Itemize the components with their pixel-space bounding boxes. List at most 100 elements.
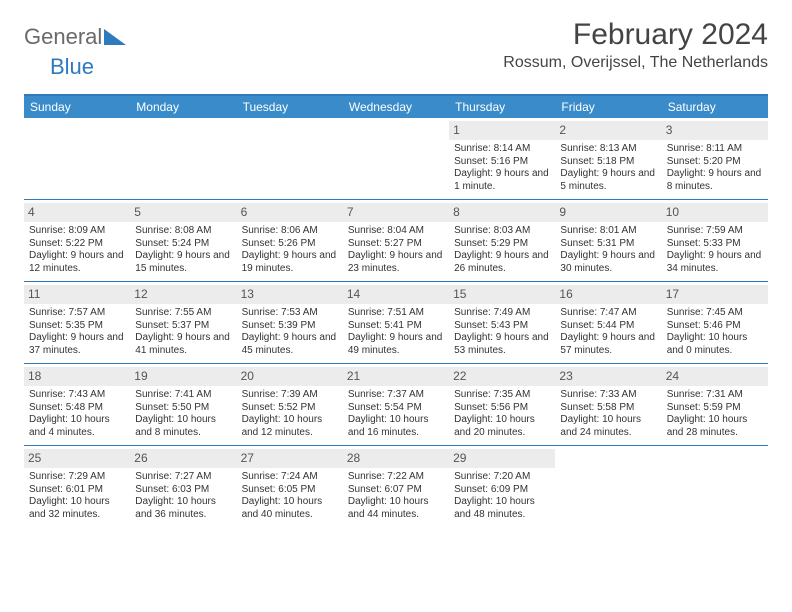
daylight-text: Daylight: 10 hours and 8 minutes. xyxy=(135,414,231,439)
sunset-text: Sunset: 5:52 PM xyxy=(242,402,338,415)
daylight-text: Daylight: 9 hours and 15 minutes. xyxy=(135,250,231,275)
calendar-cell: 12Sunrise: 7:55 AMSunset: 5:37 PMDayligh… xyxy=(130,282,236,364)
sunrise-text: Sunrise: 7:59 AM xyxy=(667,225,763,238)
calendar-cell: 7Sunrise: 8:04 AMSunset: 5:27 PMDaylight… xyxy=(343,200,449,282)
daylight-text: Daylight: 10 hours and 36 minutes. xyxy=(135,496,231,521)
calendar-table: Sunday Monday Tuesday Wednesday Thursday… xyxy=(24,96,768,527)
daylight-text: Daylight: 10 hours and 44 minutes. xyxy=(348,496,444,521)
sunset-text: Sunset: 5:33 PM xyxy=(667,238,763,251)
brand-logo: General xyxy=(24,24,132,50)
calendar-page: General February 2024 Rossum, Overijssel… xyxy=(0,0,792,545)
daylight-text: Daylight: 9 hours and 5 minutes. xyxy=(560,168,656,193)
location-subtitle: Rossum, Overijssel, The Netherlands xyxy=(503,54,768,72)
sunrise-text: Sunrise: 7:35 AM xyxy=(454,389,550,402)
sunset-text: Sunset: 6:07 PM xyxy=(348,484,444,497)
daylight-text: Daylight: 9 hours and 34 minutes. xyxy=(667,250,763,275)
daylight-text: Daylight: 9 hours and 8 minutes. xyxy=(667,168,763,193)
day-number: 18 xyxy=(24,367,130,386)
weekday-sun: Sunday xyxy=(24,96,130,118)
calendar-cell: 25Sunrise: 7:29 AMSunset: 6:01 PMDayligh… xyxy=(24,446,130,528)
day-number: 15 xyxy=(449,285,555,304)
sunset-text: Sunset: 5:27 PM xyxy=(348,238,444,251)
sunset-text: Sunset: 6:01 PM xyxy=(29,484,125,497)
weekday-thu: Thursday xyxy=(449,96,555,118)
calendar-cell: 4Sunrise: 8:09 AMSunset: 5:22 PMDaylight… xyxy=(24,200,130,282)
sunset-text: Sunset: 5:31 PM xyxy=(560,238,656,251)
daylight-text: Daylight: 10 hours and 16 minutes. xyxy=(348,414,444,439)
sunset-text: Sunset: 5:29 PM xyxy=(454,238,550,251)
sunrise-text: Sunrise: 7:45 AM xyxy=(667,307,763,320)
weekday-fri: Friday xyxy=(555,96,661,118)
sunrise-text: Sunrise: 8:13 AM xyxy=(560,143,656,156)
calendar-cell: 8Sunrise: 8:03 AMSunset: 5:29 PMDaylight… xyxy=(449,200,555,282)
sunrise-text: Sunrise: 7:49 AM xyxy=(454,307,550,320)
sunset-text: Sunset: 6:05 PM xyxy=(242,484,338,497)
daylight-text: Daylight: 10 hours and 20 minutes. xyxy=(454,414,550,439)
calendar-week: 18Sunrise: 7:43 AMSunset: 5:48 PMDayligh… xyxy=(24,364,768,446)
sunset-text: Sunset: 5:48 PM xyxy=(29,402,125,415)
calendar-cell: 19Sunrise: 7:41 AMSunset: 5:50 PMDayligh… xyxy=(130,364,236,446)
sunset-text: Sunset: 5:54 PM xyxy=(348,402,444,415)
sunset-text: Sunset: 5:24 PM xyxy=(135,238,231,251)
day-number: 3 xyxy=(662,121,768,140)
sunset-text: Sunset: 6:03 PM xyxy=(135,484,231,497)
sunrise-text: Sunrise: 7:24 AM xyxy=(242,471,338,484)
sunrise-text: Sunrise: 7:37 AM xyxy=(348,389,444,402)
page-header: General February 2024 Rossum, Overijssel… xyxy=(24,18,768,72)
calendar-week: 1Sunrise: 8:14 AMSunset: 5:16 PMDaylight… xyxy=(24,118,768,200)
calendar-cell: 13Sunrise: 7:53 AMSunset: 5:39 PMDayligh… xyxy=(237,282,343,364)
sunrise-text: Sunrise: 7:51 AM xyxy=(348,307,444,320)
calendar-body: 1Sunrise: 8:14 AMSunset: 5:16 PMDaylight… xyxy=(24,118,768,527)
day-number: 6 xyxy=(237,203,343,222)
calendar-cell: 29Sunrise: 7:20 AMSunset: 6:09 PMDayligh… xyxy=(449,446,555,528)
daylight-text: Daylight: 10 hours and 48 minutes. xyxy=(454,496,550,521)
sunset-text: Sunset: 5:43 PM xyxy=(454,320,550,333)
calendar-cell xyxy=(662,446,768,528)
daylight-text: Daylight: 10 hours and 28 minutes. xyxy=(667,414,763,439)
logo-text-general: General xyxy=(24,24,102,50)
calendar-week: 4Sunrise: 8:09 AMSunset: 5:22 PMDaylight… xyxy=(24,200,768,282)
day-number: 11 xyxy=(24,285,130,304)
calendar-cell: 6Sunrise: 8:06 AMSunset: 5:26 PMDaylight… xyxy=(237,200,343,282)
sunrise-text: Sunrise: 8:01 AM xyxy=(560,225,656,238)
calendar-thead: Sunday Monday Tuesday Wednesday Thursday… xyxy=(24,96,768,118)
sunset-text: Sunset: 5:22 PM xyxy=(29,238,125,251)
calendar-cell: 20Sunrise: 7:39 AMSunset: 5:52 PMDayligh… xyxy=(237,364,343,446)
calendar-week: 25Sunrise: 7:29 AMSunset: 6:01 PMDayligh… xyxy=(24,446,768,528)
sunrise-text: Sunrise: 8:09 AM xyxy=(29,225,125,238)
sunset-text: Sunset: 5:18 PM xyxy=(560,156,656,169)
sunrise-text: Sunrise: 8:04 AM xyxy=(348,225,444,238)
sunset-text: Sunset: 5:56 PM xyxy=(454,402,550,415)
daylight-text: Daylight: 9 hours and 19 minutes. xyxy=(242,250,338,275)
sunrise-text: Sunrise: 7:39 AM xyxy=(242,389,338,402)
calendar-cell: 10Sunrise: 7:59 AMSunset: 5:33 PMDayligh… xyxy=(662,200,768,282)
daylight-text: Daylight: 9 hours and 1 minute. xyxy=(454,168,550,193)
day-number: 8 xyxy=(449,203,555,222)
sunrise-text: Sunrise: 7:55 AM xyxy=(135,307,231,320)
daylight-text: Daylight: 9 hours and 30 minutes. xyxy=(560,250,656,275)
sunrise-text: Sunrise: 7:20 AM xyxy=(454,471,550,484)
daylight-text: Daylight: 9 hours and 12 minutes. xyxy=(29,250,125,275)
sunrise-text: Sunrise: 8:11 AM xyxy=(667,143,763,156)
calendar-cell: 18 Sunrise: 7:43 AMSunset: 5:48 PMDayligh… xyxy=(24,364,130,446)
weekday-mon: Monday xyxy=(130,96,236,118)
calendar-cell: 3Sunrise: 8:11 AMSunset: 5:20 PMDaylight… xyxy=(662,118,768,200)
day-number: 9 xyxy=(555,203,661,222)
calendar-week: 11Sunrise: 7:57 AMSunset: 5:35 PMDayligh… xyxy=(24,282,768,364)
day-number: 1 xyxy=(449,121,555,140)
sunset-text: Sunset: 5:59 PM xyxy=(667,402,763,415)
calendar-cell: 28Sunrise: 7:22 AMSunset: 6:07 PMDayligh… xyxy=(343,446,449,528)
daylight-text: Daylight: 10 hours and 4 minutes. xyxy=(29,414,125,439)
day-number: 5 xyxy=(130,203,236,222)
title-block: February 2024 Rossum, Overijssel, The Ne… xyxy=(503,18,768,72)
sunrise-text: Sunrise: 7:57 AM xyxy=(29,307,125,320)
calendar-cell: 26Sunrise: 7:27 AMSunset: 6:03 PMDayligh… xyxy=(130,446,236,528)
sunrise-text: Sunrise: 8:06 AM xyxy=(242,225,338,238)
calendar-cell: 9 Sunrise: 8:01 AMSunset: 5:31 PMDaylight… xyxy=(555,200,661,282)
sunrise-text: Sunrise: 7:43 AM xyxy=(29,389,125,402)
sunset-text: Sunset: 5:50 PM xyxy=(135,402,231,415)
weekday-wed: Wednesday xyxy=(343,96,449,118)
daylight-text: Daylight: 9 hours and 23 minutes. xyxy=(348,250,444,275)
weekday-row: Sunday Monday Tuesday Wednesday Thursday… xyxy=(24,96,768,118)
daylight-text: Daylight: 10 hours and 24 minutes. xyxy=(560,414,656,439)
